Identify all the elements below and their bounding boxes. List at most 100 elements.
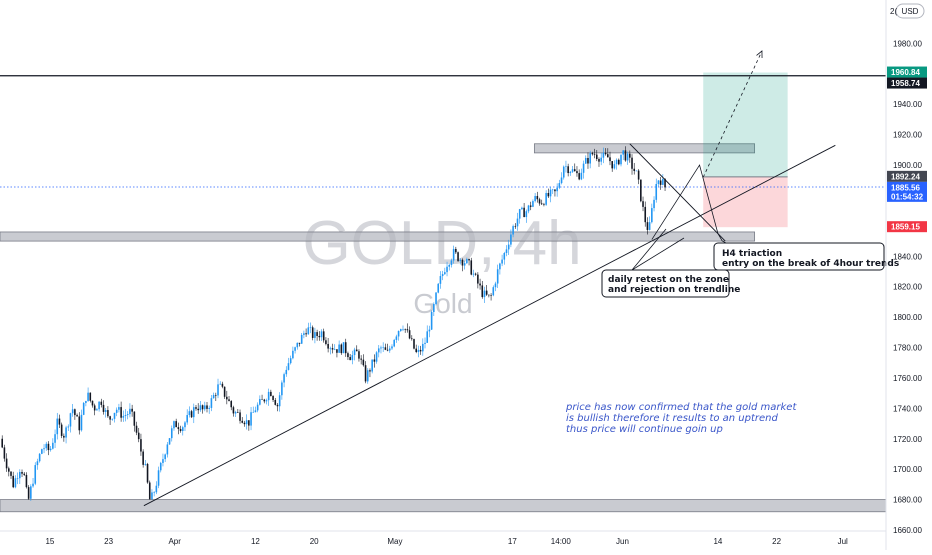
candle-body — [21, 471, 23, 474]
time-axis[interactable]: 15 23 Apr 12 20 May 17 14:00 Jun 14 22 Jul — [45, 537, 848, 546]
candle-body — [501, 259, 503, 264]
price-axis[interactable]: 1660.00 1680.00 1700.00 1720.00 1740.00 1760.… — [893, 39, 922, 535]
candle-body — [540, 203, 543, 205]
candle-body — [547, 193, 550, 197]
candle-body — [459, 259, 462, 261]
candle-body — [419, 349, 422, 352]
candle-body — [190, 411, 193, 418]
candle-body — [543, 204, 545, 205]
candle-body — [25, 474, 28, 488]
y-tick-label: 1980.00 — [893, 39, 922, 48]
candle-body — [483, 290, 486, 298]
candle-body — [474, 273, 477, 275]
price-label-text: 1892.24 — [891, 172, 920, 181]
candle-body — [576, 171, 578, 174]
candle-body — [217, 384, 219, 396]
candle-body — [655, 184, 658, 200]
candle-body — [468, 259, 470, 261]
candle-body — [241, 420, 244, 423]
candle-body — [532, 201, 534, 207]
candle-body — [595, 154, 598, 160]
currency-badge[interactable]: USD — [895, 3, 925, 19]
daily-note[interactable]: daily retest on the zone and rejection o… — [601, 269, 740, 298]
candle-body — [82, 403, 85, 415]
candle-body — [318, 335, 321, 338]
candle-body — [3, 447, 6, 459]
candle-body — [358, 351, 360, 359]
support-zone-top — [533, 143, 756, 154]
candle-body — [201, 405, 204, 410]
candle-body — [604, 152, 607, 155]
candle-body — [472, 273, 475, 275]
candle-body — [168, 438, 171, 445]
candle-body — [179, 429, 182, 432]
candle-body — [406, 329, 409, 331]
candle-body — [644, 206, 647, 223]
candle-body — [45, 443, 48, 449]
candle-body — [67, 426, 70, 428]
candle-body — [433, 304, 435, 312]
candle-body — [63, 435, 65, 438]
candle-body — [492, 287, 495, 296]
candle-body — [250, 412, 252, 426]
y-tick-label: 1740.00 — [893, 404, 922, 413]
candle-body — [30, 486, 32, 499]
candle-body — [248, 420, 250, 426]
candle-body — [393, 339, 395, 347]
candle-body — [567, 166, 569, 174]
candle-body — [635, 170, 638, 172]
candle-body — [19, 471, 21, 479]
candle-body — [239, 412, 241, 421]
candle-body — [428, 329, 431, 332]
candle-body — [49, 448, 52, 451]
candle-body — [463, 263, 466, 266]
x-tick-label: 22 — [772, 537, 781, 546]
candle-body — [41, 449, 43, 454]
projection-arrowhead — [756, 50, 763, 59]
h4-note-line-2: entry on the break of 4hour trends — [722, 259, 899, 269]
candle-body — [507, 244, 510, 250]
candle-body — [243, 422, 246, 425]
y-tick-label: 1940.00 — [893, 100, 922, 109]
candles-layer — [1, 146, 666, 501]
projection-line — [702, 50, 763, 178]
candle-body — [598, 159, 600, 162]
candle-body — [347, 353, 349, 358]
candle-body — [69, 413, 72, 427]
candle-body — [98, 401, 100, 410]
candle-body — [23, 473, 26, 475]
drawings-layer — [143, 50, 836, 507]
candle-body — [261, 399, 263, 400]
y-tick-label: 1840.00 — [893, 252, 922, 261]
candle-body — [503, 253, 506, 260]
stop-box — [703, 176, 788, 228]
h4-note[interactable]: H4 triaction entry on the break of 4hour… — [713, 242, 899, 271]
candle-body — [133, 411, 136, 426]
candle-body — [296, 342, 299, 348]
candle-body — [444, 272, 446, 275]
candle-body — [5, 458, 8, 469]
price-label-countdown: 01:54:32 — [891, 192, 924, 201]
candle-body — [342, 342, 345, 354]
candle-body — [144, 463, 147, 465]
candle-body — [71, 409, 74, 414]
price-label-box — [887, 66, 927, 78]
candle-body — [60, 424, 63, 436]
candle-body — [8, 468, 10, 472]
candle-body — [115, 409, 118, 413]
price-label-text: 1859.15 — [891, 223, 920, 232]
x-tick-label: Jul — [838, 537, 848, 546]
candle-body — [184, 422, 186, 428]
candle-body — [230, 401, 233, 408]
candle-body — [613, 164, 616, 169]
candle-body — [331, 348, 334, 350]
candle-body — [391, 346, 393, 349]
candle-body — [142, 451, 144, 465]
candle-body — [411, 338, 413, 340]
candle-body — [109, 416, 111, 420]
candle-body — [611, 161, 613, 169]
candle-body — [364, 365, 367, 382]
candle-body — [129, 408, 131, 415]
candle-body — [10, 471, 12, 476]
